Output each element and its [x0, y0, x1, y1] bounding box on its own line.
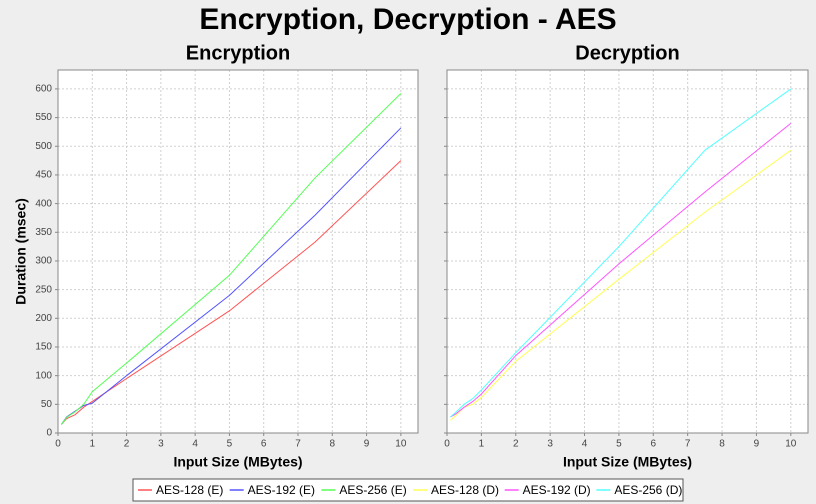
legend-label: AES-128 (E)	[156, 483, 223, 497]
x-tick-label: 1	[479, 439, 485, 450]
y-tick-label: 0	[46, 428, 52, 439]
x-tick-label: 10	[395, 439, 407, 450]
x-tick-label: 10	[785, 439, 797, 450]
x-tick-label: 3	[547, 439, 553, 450]
y-tick-label: 500	[35, 141, 52, 152]
y-tick-label: 50	[41, 399, 53, 410]
x-tick-label: 4	[582, 439, 588, 450]
chart-title: Encryption, Decryption - AES	[199, 3, 616, 36]
y-tick-label: 350	[35, 227, 52, 238]
y-tick-label: 600	[35, 84, 52, 95]
x-tick-label: 8	[330, 439, 336, 450]
plot-border	[57, 69, 419, 434]
y-tick-label: 300	[35, 256, 52, 267]
subplot-title: Encryption	[186, 42, 290, 64]
y-tick-label: 200	[35, 313, 52, 324]
x-tick-label: 0	[444, 439, 450, 450]
x-tick-label: 1	[90, 439, 96, 450]
line-series	[450, 122, 792, 418]
plot-area	[58, 70, 418, 433]
legend-box	[132, 478, 684, 502]
line-series	[450, 149, 792, 421]
x-tick-label: 5	[227, 439, 233, 450]
line-series	[450, 88, 792, 418]
x-tick-label: 6	[261, 439, 267, 450]
x-tick-label: 8	[719, 439, 725, 450]
subplot-title: Decryption	[575, 42, 679, 64]
legend-label: AES-128 (D)	[431, 483, 499, 497]
line-series	[61, 93, 402, 425]
x-tick-label: 9	[364, 439, 370, 450]
legend-label: AES-256 (D)	[614, 483, 682, 497]
y-tick-label: 250	[35, 284, 52, 295]
x-tick-label: 6	[651, 439, 657, 450]
legend-label: AES-192 (D)	[523, 483, 591, 497]
y-tick-label: 550	[35, 112, 52, 123]
legend-label: AES-256 (E)	[339, 483, 406, 497]
plot-border	[446, 69, 809, 434]
y-tick-label: 150	[35, 342, 52, 353]
x-tick-label: 2	[124, 439, 130, 450]
x-tick-label: 9	[754, 439, 760, 450]
x-tick-label: 7	[295, 439, 301, 450]
y-tick-label: 400	[35, 198, 52, 209]
y-tick-label: 450	[35, 170, 52, 181]
plot-area	[447, 70, 808, 433]
x-tick-label: 0	[55, 439, 61, 450]
x-tick-label: 3	[158, 439, 164, 450]
y-axis-label: Duration (msec)	[13, 198, 29, 305]
x-tick-label: 2	[513, 439, 519, 450]
x-axis-label: Input Size (MBytes)	[563, 454, 692, 470]
x-tick-label: 5	[616, 439, 622, 450]
x-tick-label: 4	[192, 439, 198, 450]
line-series	[61, 160, 402, 425]
x-tick-label: 7	[685, 439, 691, 450]
legend-label: AES-192 (E)	[248, 483, 315, 497]
x-axis-label: Input Size (MBytes)	[173, 454, 302, 470]
y-tick-label: 100	[35, 370, 52, 381]
